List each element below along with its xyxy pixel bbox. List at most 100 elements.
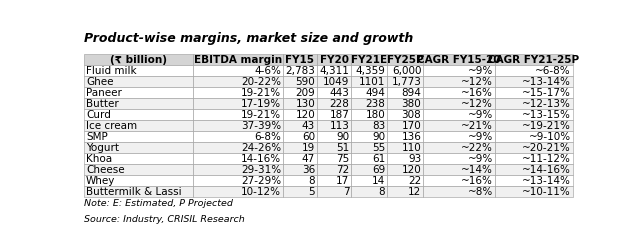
Bar [283, 98, 317, 109]
Text: ~14%: ~14% [461, 165, 493, 175]
Bar [84, 54, 193, 65]
Bar [351, 54, 387, 65]
Bar [351, 109, 387, 120]
Bar [351, 87, 387, 98]
Bar [84, 186, 193, 197]
Text: ~16%: ~16% [461, 176, 493, 186]
Text: (₹ billion): (₹ billion) [110, 55, 167, 65]
Bar [84, 164, 193, 175]
Bar [317, 65, 351, 76]
Text: Fluid milk: Fluid milk [86, 66, 136, 76]
Bar [387, 87, 423, 98]
Bar [495, 54, 573, 65]
Text: Curd: Curd [86, 110, 111, 120]
Text: 443: 443 [330, 88, 349, 98]
Text: ~9%: ~9% [468, 110, 493, 120]
Bar [317, 98, 351, 109]
Bar [317, 175, 351, 186]
Bar [317, 120, 351, 131]
Bar [283, 186, 317, 197]
Bar [423, 76, 495, 87]
Bar [423, 54, 495, 65]
Bar [495, 164, 573, 175]
Bar [423, 98, 495, 109]
Bar [495, 98, 573, 109]
Text: ~12%: ~12% [461, 77, 493, 87]
Text: 19: 19 [302, 143, 315, 153]
Bar [317, 76, 351, 87]
Bar [283, 175, 317, 186]
Text: ~9%: ~9% [468, 154, 493, 164]
Text: 27-29%: 27-29% [241, 176, 281, 186]
Bar [387, 98, 423, 109]
Text: 51: 51 [336, 143, 349, 153]
Text: Cheese: Cheese [86, 165, 125, 175]
Bar [423, 186, 495, 197]
Text: 19-21%: 19-21% [241, 110, 281, 120]
Text: 37-39%: 37-39% [241, 121, 281, 131]
Bar [495, 142, 573, 153]
Bar [495, 87, 573, 98]
Text: 19-21%: 19-21% [241, 88, 281, 98]
Bar [317, 186, 351, 197]
Text: ~11-12%: ~11-12% [522, 154, 570, 164]
Text: 136: 136 [401, 132, 421, 142]
Text: 43: 43 [302, 121, 315, 131]
Text: ~12-13%: ~12-13% [522, 99, 570, 109]
Bar [193, 98, 283, 109]
Text: Butter: Butter [86, 99, 118, 109]
Bar [423, 175, 495, 186]
Text: 120: 120 [402, 165, 421, 175]
Text: ~14-16%: ~14-16% [522, 165, 570, 175]
Bar [283, 109, 317, 120]
Text: 228: 228 [330, 99, 349, 109]
Bar [283, 65, 317, 76]
Text: 2,783: 2,783 [285, 66, 315, 76]
Bar [387, 54, 423, 65]
Text: Source: Industry, CRISIL Research: Source: Industry, CRISIL Research [84, 215, 244, 224]
Text: 894: 894 [401, 88, 421, 98]
Text: 590: 590 [295, 77, 315, 87]
Text: ~9-10%: ~9-10% [529, 132, 570, 142]
Text: 130: 130 [295, 99, 315, 109]
Text: ~16%: ~16% [461, 88, 493, 98]
Bar [193, 87, 283, 98]
Bar [193, 142, 283, 153]
Text: 4,359: 4,359 [355, 66, 385, 76]
Bar [423, 109, 495, 120]
Text: 5: 5 [308, 187, 315, 197]
Text: CAGR FY15-20: CAGR FY15-20 [417, 55, 501, 65]
Text: ~19-21%: ~19-21% [522, 121, 570, 131]
Bar [84, 131, 193, 142]
Bar [387, 131, 423, 142]
Text: 7: 7 [342, 187, 349, 197]
Text: 170: 170 [402, 121, 421, 131]
Bar [423, 142, 495, 153]
Bar [495, 109, 573, 120]
Text: 1,773: 1,773 [392, 77, 421, 87]
Text: 36: 36 [302, 165, 315, 175]
Bar [84, 175, 193, 186]
Bar [84, 87, 193, 98]
Text: 47: 47 [302, 154, 315, 164]
Text: ~9%: ~9% [468, 132, 493, 142]
Bar [351, 153, 387, 164]
Bar [423, 131, 495, 142]
Text: 8: 8 [379, 187, 385, 197]
Text: 380: 380 [402, 99, 421, 109]
Bar [84, 109, 193, 120]
Bar [317, 109, 351, 120]
Bar [351, 76, 387, 87]
Bar [193, 186, 283, 197]
Text: ~15-17%: ~15-17% [522, 88, 570, 98]
Bar [193, 164, 283, 175]
Bar [387, 164, 423, 175]
Text: 187: 187 [330, 110, 349, 120]
Bar [423, 120, 495, 131]
Text: 69: 69 [372, 165, 385, 175]
Text: 113: 113 [330, 121, 349, 131]
Bar [495, 131, 573, 142]
Bar [423, 65, 495, 76]
Bar [351, 175, 387, 186]
Bar [84, 142, 193, 153]
